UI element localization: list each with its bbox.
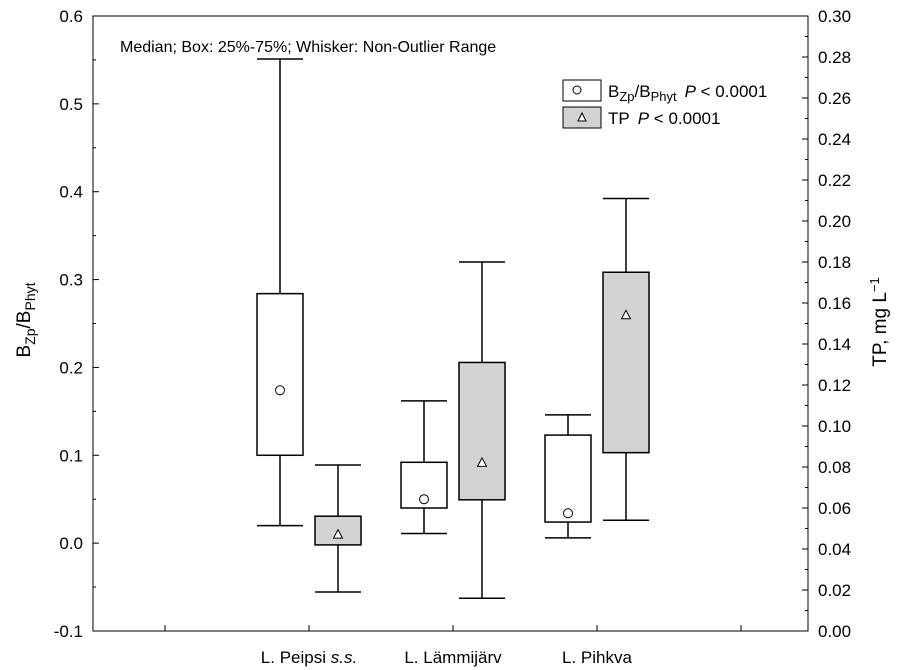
right-axis-label: TP, mg L−1 bbox=[867, 277, 891, 366]
left-tick-label: 0.2 bbox=[59, 358, 83, 377]
median-marker-ratio bbox=[419, 494, 429, 505]
right-tick-label: 0.30 bbox=[818, 7, 851, 26]
box-ratio bbox=[544, 434, 592, 523]
legend-label-tp: TP P < 0.0001 bbox=[608, 109, 720, 128]
right-tick-label: 0.10 bbox=[818, 417, 851, 436]
legend-marker-ratio bbox=[572, 85, 582, 95]
left-axis: -0.1 0.0 0.1 0.2 0.3 0.4 0.5 0.6 bbox=[54, 7, 99, 641]
x-tick-label: L. Lämmijärv bbox=[404, 648, 502, 667]
legend-marker-tp bbox=[577, 111, 587, 122]
right-tick-label: 0.14 bbox=[818, 335, 851, 354]
right-tick-label: 0.20 bbox=[818, 212, 851, 231]
right-tick-label: 0.02 bbox=[818, 581, 851, 600]
left-tick-label: 0.0 bbox=[59, 534, 83, 553]
right-tick-label: 0.12 bbox=[818, 376, 851, 395]
right-axis: 0.00 0.02 0.04 0.06 0.08 0.10 0.12 0.14 0.16 0.18… bbox=[802, 7, 851, 641]
legend-swatch-ratio bbox=[562, 79, 602, 102]
box-ratio bbox=[256, 292, 304, 457]
chart-note: Median; Box: 25%-75%; Whisker: Non-Outli… bbox=[120, 39, 496, 56]
box-tp bbox=[602, 271, 650, 454]
right-tick-label: 0.26 bbox=[818, 89, 851, 108]
left-tick-label: 0.6 bbox=[59, 7, 83, 26]
x-tick-label: L. Pihkva bbox=[562, 648, 632, 667]
left-tick-label: 0.3 bbox=[59, 271, 83, 290]
legend-label-ratio: BZp/BPhyt P < 0.0001 bbox=[608, 82, 767, 104]
left-tick-label: -0.1 bbox=[54, 622, 83, 641]
right-tick-label: 0.16 bbox=[818, 294, 851, 313]
right-tick-label: 0.18 bbox=[818, 253, 851, 272]
right-tick-label: 0.08 bbox=[818, 458, 851, 477]
median-marker-tp bbox=[332, 528, 344, 539]
left-tick-label: 0.5 bbox=[59, 95, 83, 114]
right-tick-label: 0.28 bbox=[818, 48, 851, 67]
right-tick-label: 0.24 bbox=[818, 130, 851, 149]
median-marker-ratio bbox=[563, 508, 573, 519]
x-axis: L. Peipsi s.s. L. Lämmijärv L. Pihkva bbox=[164, 625, 742, 667]
right-tick-label: 0.22 bbox=[818, 171, 851, 190]
median-marker-tp bbox=[476, 456, 488, 467]
legend: BZp/BPhyt P < 0.0001 TP P < 0.0001 bbox=[562, 79, 767, 129]
box-tp bbox=[458, 361, 506, 501]
right-tick-label: 0.06 bbox=[818, 499, 851, 518]
median-marker-ratio bbox=[275, 385, 285, 396]
median-marker-tp bbox=[620, 309, 632, 320]
right-tick-label: 0.00 bbox=[818, 622, 851, 641]
box-series bbox=[256, 58, 650, 599]
right-tick-label: 0.04 bbox=[818, 540, 851, 559]
x-tick-label: L. Peipsi s.s. bbox=[261, 648, 357, 667]
left-axis-label: BZp/BPhyt bbox=[14, 282, 38, 357]
left-tick-label: 0.1 bbox=[59, 446, 83, 465]
left-tick-label: 0.4 bbox=[59, 183, 83, 202]
